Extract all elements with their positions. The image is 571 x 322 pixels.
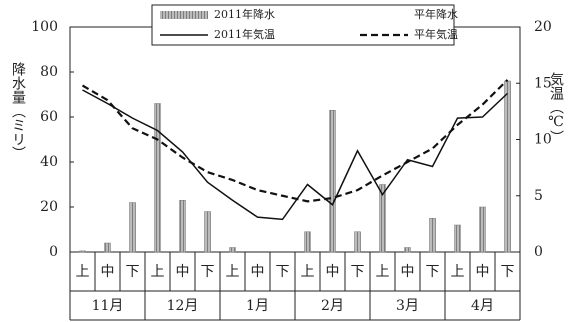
x-tick-label: 中 [476,264,490,280]
line [82,89,509,221]
bar [479,206,486,253]
plot-frame [69,26,521,253]
bar [79,250,86,253]
y2-tick-label: 10 [534,132,552,148]
y-tick-label: 0 [49,244,58,260]
x-tick-label: 中 [176,264,190,280]
legend-swatch [160,11,208,19]
month-label: 1月 [246,298,269,314]
bar [504,80,511,253]
y2-tick-label: 20 [534,19,552,35]
x-tick-label: 下 [501,264,515,280]
y2-tick-label: 0 [534,244,543,260]
x-tick-label: 上 [226,264,240,280]
legend-label: 2011年気温 [214,27,275,41]
x-tick-label: 下 [351,264,365,280]
bar [229,247,236,253]
x-tick-label: 中 [326,264,340,280]
bar [104,242,111,253]
bar [129,202,136,253]
x-tick-label: 上 [376,264,390,280]
bar [354,231,361,253]
y-tick-label: 20 [40,199,58,215]
bar [379,184,386,253]
bar [404,247,411,253]
x-tick-label: 下 [201,264,215,280]
y-tick-label: 80 [40,64,58,80]
bar [154,103,161,253]
x-tick-label: 上 [76,264,90,280]
y-axis-label: 降水量（ミリ） [10,62,26,160]
y2-tick-label: 15 [534,75,552,91]
bar [429,218,436,253]
line [81,79,509,203]
y2-axis-label: 気温（℃） [548,72,564,144]
bar [204,211,211,253]
x-tick-label: 上 [151,264,165,280]
bar [304,231,311,253]
bar [329,110,336,253]
month-label: 3月 [396,298,419,314]
x-tick-label: 下 [126,264,140,280]
x-tick-label: 上 [301,264,315,280]
month-label: 2月 [321,298,344,314]
x-tick-label: 下 [276,264,290,280]
legend-label: 2011年降水 [214,7,275,21]
x-tick-label: 中 [401,264,415,280]
x-tick-label: 中 [101,264,115,280]
x-tick-label: 下 [426,264,440,280]
y2-tick-label: 5 [534,188,543,204]
bar [179,200,186,253]
y-tick-label: 60 [40,109,58,125]
x-tick-label: 上 [451,264,465,280]
y-tick-label: 40 [40,154,58,170]
legend-label: 平年気温 [414,27,458,41]
x-tick-label: 中 [251,264,265,280]
legend-label: 平年降水 [414,7,458,21]
month-label: 4月 [471,298,494,314]
month-label: 11月 [92,298,124,314]
month-label: 12月 [167,298,199,314]
y-tick-label: 100 [31,19,58,35]
bar [454,224,461,253]
